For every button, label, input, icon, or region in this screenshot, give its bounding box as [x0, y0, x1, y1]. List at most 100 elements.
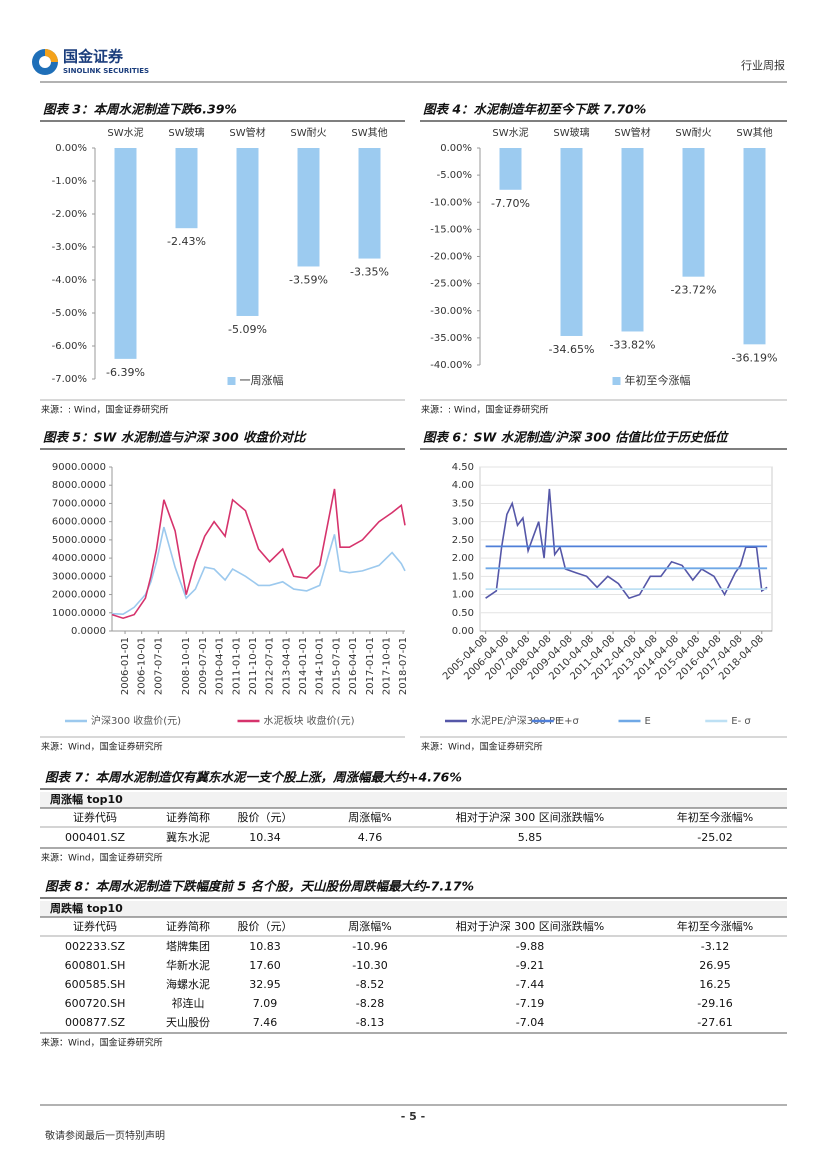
bar	[743, 148, 766, 345]
x-tick-label: 2014-10-01	[315, 637, 326, 695]
y-tick-label: -10.00%	[430, 197, 472, 208]
column-header: 相对于沪深 300 区间涨跌幅%	[456, 919, 604, 933]
figure-title: 图表 5：SW 水泥制造与沪深 300 收盘价对比	[43, 430, 307, 445]
category-label: SW水泥	[492, 126, 528, 139]
x-tick-label: 2012-07-01	[265, 637, 276, 695]
table-cell: -7.04	[516, 1016, 544, 1029]
table-cell: -8.52	[356, 978, 384, 991]
table-cell: -8.13	[356, 1016, 384, 1029]
table-cell: 海螺水泥	[166, 977, 210, 991]
y-tick-label: 4.00	[452, 480, 474, 491]
disclaimer: 敬请参阅最后一页特别声明	[45, 1129, 165, 1142]
bar	[621, 148, 644, 332]
value-label: -3.59%	[289, 273, 328, 286]
x-tick-label: 2017-01-01	[365, 637, 376, 695]
category-label: SW其他	[351, 126, 387, 139]
x-tick-label: 2016-04-01	[348, 637, 359, 695]
legend-label: E	[645, 716, 651, 727]
plot-frame	[479, 466, 773, 632]
table-cell: 冀东水泥	[166, 830, 210, 844]
table-title: 图表 7：本周水泥制造仅有冀东水泥一支个股上涨，周涨幅最大约+4.76%	[45, 770, 462, 785]
column-header: 相对于沪深 300 区间涨跌幅%	[456, 810, 604, 824]
subtitle-bg	[40, 901, 787, 917]
column-header: 证券代码	[73, 810, 117, 824]
column-header: 周涨幅%	[348, 811, 391, 824]
y-tick-label: 3.50	[452, 498, 474, 509]
category-label: SW耐火	[675, 126, 711, 139]
x-tick-label: 2007-07-01	[153, 637, 164, 695]
logo-inner	[39, 56, 51, 68]
table-title: 图表 8：本周水泥制造下跌幅度前 5 名个股，天山股份周跌幅最大约-7.17%	[45, 879, 474, 894]
y-tick-label: -3.00%	[52, 242, 87, 253]
table-subtitle: 周涨幅 top10	[50, 792, 123, 806]
legend-label: 水泥PE/沪深300 PE	[471, 714, 561, 727]
table-cell: -27.61	[697, 1016, 732, 1029]
category-label: SW管材	[229, 126, 265, 139]
table-cell: 600585.SH	[65, 978, 126, 991]
table-cell: 26.95	[699, 959, 731, 972]
table-cell: 10.83	[249, 940, 281, 953]
y-tick-label: 4000.0000	[52, 553, 106, 564]
category-label: SW耐火	[290, 126, 326, 139]
table-cell: 16.25	[699, 978, 731, 991]
y-tick-label: 2.00	[452, 553, 474, 564]
source: 来源：: Wind，国金证券研究所	[421, 404, 549, 416]
company: 国金证券	[63, 48, 124, 66]
legend-label: E+σ	[558, 716, 580, 727]
table-cell: 000401.SZ	[65, 831, 125, 844]
y-tick-label: -20.00%	[430, 252, 472, 263]
table-cell: -9.88	[516, 940, 544, 953]
table-cell: -3.12	[701, 940, 729, 953]
page-number: - 5 -	[401, 1110, 425, 1123]
table-cell: 7.46	[253, 1016, 278, 1029]
figure-title: 图表 3：本周水泥制造下跌6.39%	[43, 102, 237, 117]
source: 来源：Wind，国金证券研究所	[41, 1037, 163, 1049]
legend-label: 年初至今涨幅	[625, 373, 691, 387]
y-tick-label: -5.00%	[52, 308, 87, 319]
value-label: -33.82%	[610, 338, 656, 351]
company-en: SINOLINK SECURITIES	[63, 67, 149, 75]
table-cell: 塔牌集团	[166, 939, 210, 953]
x-tick-label: 2011-01-01	[231, 637, 242, 695]
table-cell: -25.02	[697, 831, 732, 844]
legend-label: 沪深300 收盘价(元)	[91, 714, 181, 727]
category-label: SW管材	[614, 126, 650, 139]
y-tick-label: 1.50	[452, 571, 474, 582]
figure-title: 图表 4：水泥制造年初至今下跌 7.70%	[423, 102, 646, 117]
y-tick-label: -25.00%	[430, 279, 472, 290]
table-cell: 002233.SZ	[65, 940, 125, 953]
bar	[175, 148, 198, 229]
y-tick-label: -7.00%	[52, 374, 87, 385]
table-cell: 000877.SZ	[65, 1016, 125, 1029]
column-header: 年初至今涨幅%	[677, 919, 753, 933]
table-cell: 祁连山	[172, 996, 205, 1010]
table-cell: 天山股份	[166, 1016, 210, 1029]
table-cell: 7.09	[253, 997, 278, 1010]
category-label: SW玻璃	[553, 126, 589, 139]
y-tick-label: 0.50	[452, 608, 474, 619]
y-tick-label: 9000.0000	[52, 462, 106, 473]
y-tick-label: 8000.0000	[52, 480, 106, 491]
legend-swatch	[227, 377, 236, 385]
x-tick-label: 2014-01-01	[298, 637, 309, 695]
bar	[499, 148, 522, 190]
table-cell: -8.28	[356, 997, 384, 1010]
y-tick-label: 3.00	[452, 517, 474, 528]
x-tick-label: 2011-10-01	[248, 637, 259, 695]
table-cell: 600801.SH	[65, 959, 126, 972]
table-cell: -9.21	[516, 959, 544, 972]
table-subtitle: 周跌幅 top10	[50, 901, 123, 915]
y-tick-label: 0.00%	[55, 143, 87, 154]
table-cell: -7.44	[516, 978, 544, 991]
bar	[114, 148, 137, 359]
y-tick-label: -15.00%	[430, 224, 472, 235]
y-tick-label: 3000.0000	[52, 571, 106, 582]
table-cell: 17.60	[249, 959, 281, 972]
value-label: -5.09%	[228, 323, 267, 336]
y-tick-label: 0.00%	[440, 143, 472, 154]
table-cell: 华新水泥	[166, 958, 210, 972]
series-line	[111, 526, 406, 616]
y-tick-label: -5.00%	[437, 170, 472, 181]
bar	[297, 148, 320, 267]
